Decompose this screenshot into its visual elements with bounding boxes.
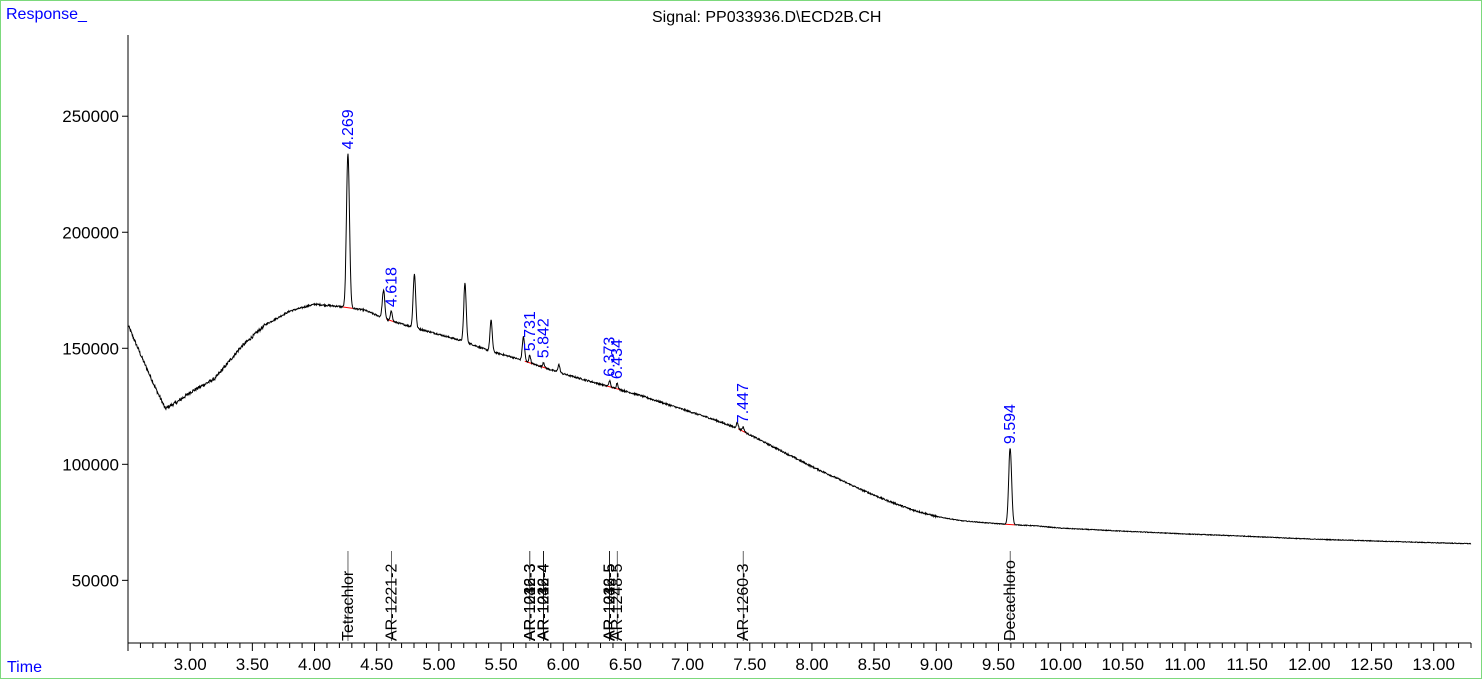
compound-label: AR-1232-4 xyxy=(536,564,553,641)
compound-label: AR-1248-5 xyxy=(609,564,626,641)
peak-label: 4.269 xyxy=(340,109,357,149)
x-tick-label: 5.50 xyxy=(485,655,518,674)
chart-title: Signal: PP033936.D\ECD2B.CH xyxy=(652,9,882,26)
peak-label: 4.618 xyxy=(383,267,400,307)
y-tick-label: 250000 xyxy=(62,107,119,126)
compound-label: AR-1016-4 xyxy=(536,564,553,641)
x-tick-label: 8.50 xyxy=(858,655,891,674)
compound-label: Decachloro xyxy=(1002,560,1019,641)
compound-label: AR-1232-5 xyxy=(602,564,619,641)
signal-line xyxy=(127,153,1472,545)
peak-label: 7.447 xyxy=(735,383,752,423)
x-tick-label: 3.00 xyxy=(174,655,207,674)
x-tick-label: 11.50 xyxy=(1227,655,1268,674)
compound-label: Tetrachlor xyxy=(340,570,357,641)
baseline-segment xyxy=(342,306,354,309)
peak-label: 5.731 xyxy=(522,311,539,351)
y-tick-label: 200000 xyxy=(62,223,119,242)
peak-label: 6.434 xyxy=(609,339,626,379)
x-tick-label: 3.50 xyxy=(236,655,269,674)
x-tick-label: 10.00 xyxy=(1039,655,1082,674)
integration-baselines xyxy=(342,306,1016,526)
compound-label: AR-1242-3 xyxy=(522,564,539,641)
compound-label: AR-1242-4 xyxy=(536,564,553,641)
signal-trace xyxy=(127,153,1472,545)
x-tick-label: 12.00 xyxy=(1288,655,1331,674)
peak-label: 9.594 xyxy=(1002,404,1019,444)
x-tick-label: 4.00 xyxy=(298,655,331,674)
x-ticks: 3.00 3.50 4.00 4.50 5.00 5.50 6.00 6.50 7.00 7.50… xyxy=(127,643,1472,674)
x-axis-title: Time xyxy=(7,659,42,676)
x-tick-label: 8.00 xyxy=(795,655,828,674)
x-tick-label: 10.50 xyxy=(1102,655,1145,674)
y-axis-title: Response_ xyxy=(6,6,87,23)
x-tick-label: 7.00 xyxy=(671,655,704,674)
x-tick-label: 12.50 xyxy=(1350,655,1393,674)
x-tick-label: 9.00 xyxy=(920,655,953,674)
peak-label: 6.373 xyxy=(602,337,619,377)
y-tick-label: 100000 xyxy=(62,455,119,474)
x-tick-label: 13.00 xyxy=(1412,655,1455,674)
axes xyxy=(127,35,1471,644)
x-tick-label: 4.50 xyxy=(360,655,393,674)
y-tick-label: 50000 xyxy=(72,571,119,590)
y-tick-label: 150000 xyxy=(62,339,119,358)
x-tick-label: 7.50 xyxy=(733,655,766,674)
y-ticks: 50000 100000 150000 200000 250000 xyxy=(62,107,128,590)
x-tick-label: 11.00 xyxy=(1164,655,1205,674)
x-tick-label: 9.50 xyxy=(982,655,1015,674)
peak-label: 5.842 xyxy=(536,318,553,358)
compound-label: AR-1232-3 xyxy=(522,564,539,641)
compound-label: AR-1242-5 xyxy=(602,564,619,641)
compound-label: AR-1016-3 xyxy=(522,564,539,641)
compound-label: AR-1260-3 xyxy=(735,564,752,641)
x-tick-label: 6.00 xyxy=(547,655,580,674)
compound-label: AR-1016-5 xyxy=(602,564,619,641)
compound-labels: Tetrachlor AR-1221-2 AR-1016-3AR-1232-3AR-… xyxy=(340,551,1019,641)
x-tick-label: 6.50 xyxy=(609,655,642,674)
x-tick-label: 5.00 xyxy=(422,655,455,674)
baseline-segment xyxy=(1005,523,1016,526)
compound-label: AR-1221-2 xyxy=(383,564,400,641)
